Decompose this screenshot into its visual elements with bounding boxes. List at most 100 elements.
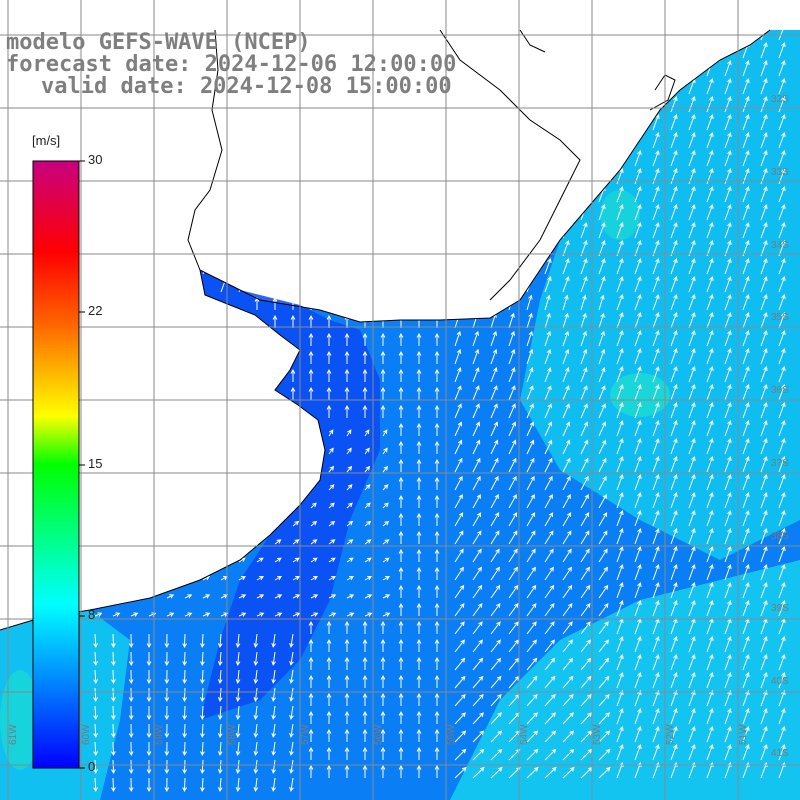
wind-arrow (670, 437, 678, 455)
wind-arrow (634, 455, 642, 473)
wind-arrow (742, 707, 750, 725)
wind-arrow (398, 692, 404, 706)
wind-arrow (326, 386, 332, 400)
wind-arrow (688, 581, 696, 599)
wind-arrow (398, 620, 404, 634)
wind-arrow (130, 612, 139, 617)
wind-arrow (670, 221, 678, 239)
wind-arrow (128, 633, 134, 649)
wind-arrow (580, 621, 591, 635)
wind-arrow (706, 689, 714, 707)
wind-arrows (93, 23, 786, 793)
wind-arrow (398, 458, 404, 472)
wind-arrow (598, 239, 606, 257)
wind-arrow (238, 612, 247, 617)
wind-arrow (670, 653, 678, 671)
wind-arrow (362, 638, 368, 652)
wind-arrow (616, 653, 624, 671)
wind-arrow (760, 203, 768, 221)
wind-arrow (724, 41, 732, 59)
wind-arrow (562, 275, 570, 293)
wind-arrow (346, 557, 354, 563)
wind-arrow (364, 429, 370, 437)
wind-arrow (380, 368, 386, 382)
wind-arrow (688, 185, 696, 203)
wind-arrow (598, 603, 609, 617)
wind-arrow (634, 293, 642, 311)
wind-arrow (544, 493, 553, 509)
wind-arrow (526, 712, 538, 725)
wind-arrow (200, 723, 205, 739)
wind-arrow (292, 520, 300, 527)
wind-arrow (271, 741, 276, 756)
wind-arrow (634, 635, 642, 653)
wind-arrow (724, 563, 732, 581)
wind-arrow (652, 347, 660, 365)
wind-arrow (182, 633, 187, 649)
wind-arrow (562, 294, 569, 311)
wind-arrow (562, 475, 571, 491)
wind-arrow (580, 275, 588, 293)
wind-arrow (434, 440, 440, 454)
wind-arrow (146, 651, 152, 667)
wind-arrow (328, 429, 334, 437)
wind-arrow (526, 421, 535, 437)
wind-arrow (362, 674, 368, 688)
wind-arrow (490, 657, 502, 671)
wind-arrow (364, 520, 372, 527)
wind-arrow (271, 687, 276, 702)
wind-arrow (724, 95, 732, 113)
wind-arrow (308, 728, 314, 742)
wind-arrow (200, 705, 205, 721)
wind-arrow (271, 759, 276, 774)
wind-arrow (562, 603, 573, 617)
wind-arrow (634, 419, 642, 437)
wind-arrow (778, 329, 786, 347)
wind-arrow (760, 599, 768, 617)
wind-arrow (634, 743, 642, 761)
wind-arrow (652, 581, 660, 599)
wind-arrow (688, 311, 696, 329)
wind-arrow (760, 455, 768, 473)
wind-arrow (706, 599, 714, 617)
wind-arrow (328, 502, 335, 509)
wind-arrow (526, 294, 533, 311)
wind-arrow (760, 653, 768, 671)
wind-arrow (398, 332, 404, 346)
wind-arrow (634, 689, 642, 707)
wind-arrow (724, 581, 732, 599)
wind-arrow (652, 257, 660, 275)
wind-arrow (454, 712, 466, 725)
wind-arrow (562, 457, 571, 473)
wind-arrow (112, 612, 121, 617)
wind-arrow (688, 365, 696, 383)
wind-arrow (111, 651, 116, 667)
wind-arrow (308, 764, 314, 778)
wind-arrow (526, 330, 534, 347)
wind-arrow (778, 509, 786, 527)
wind-arrow (706, 131, 714, 149)
wind-arrow (217, 759, 223, 774)
wind-arrow (164, 687, 170, 703)
wind-arrow (508, 493, 517, 509)
wind-arrow (490, 730, 503, 743)
wind-arrow (634, 149, 642, 167)
wind-arrow (344, 728, 350, 742)
wind-arrow (706, 743, 714, 761)
wind-arrow (598, 385, 606, 401)
wind-arrow (760, 743, 768, 761)
wind-arrow (688, 329, 696, 347)
wind-arrow (598, 512, 608, 527)
wind-arrow (652, 473, 660, 491)
wind-arrow (616, 257, 624, 275)
wind-arrow (760, 401, 768, 419)
wind-arrow (416, 440, 422, 454)
wind-arrow (724, 743, 732, 761)
wind-arrow (454, 312, 461, 329)
wind-arrow (778, 347, 786, 365)
wind-arrow (778, 131, 786, 149)
wind-arrow (454, 330, 462, 347)
wind-arrow (454, 421, 463, 437)
wind-arrow (706, 653, 714, 671)
wind-arrow (380, 746, 386, 760)
